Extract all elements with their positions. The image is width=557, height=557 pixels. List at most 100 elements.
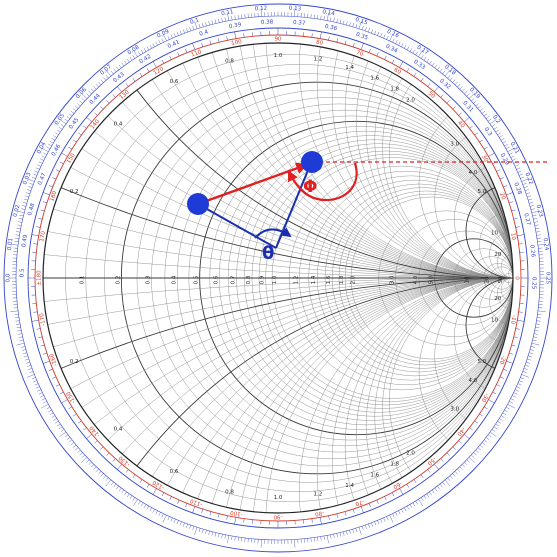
wavelength-tick — [466, 93, 470, 97]
wavelength-tick — [179, 521, 182, 526]
wavelength-tick — [41, 404, 49, 409]
wavelength-tick — [404, 507, 407, 512]
wavelength-tick — [198, 23, 201, 28]
reactance-label: 4.0 — [469, 170, 478, 176]
wavelength-tick — [423, 495, 427, 500]
wavelength-tick — [103, 475, 107, 479]
wavelength-tick — [530, 346, 535, 348]
wavelength-tick — [81, 93, 88, 99]
wavelength-tick — [211, 531, 214, 536]
wavelength-tick — [35, 386, 40, 389]
wavelength-tick — [244, 537, 246, 542]
angle-tick — [48, 368, 53, 371]
wavelength-tick — [53, 418, 57, 421]
angle-tick — [152, 488, 157, 495]
angle-tick — [479, 413, 483, 417]
wavelength-tick — [81, 98, 85, 102]
wavelength-tick — [72, 444, 77, 448]
angle-tick — [33, 311, 38, 313]
reactance-arc — [465, 183, 513, 279]
wavelength-tick — [201, 529, 204, 534]
wavelength-tick — [48, 409, 52, 413]
reactance-arc — [316, 277, 513, 513]
wavelength-tick — [522, 183, 527, 185]
wavelength-tick — [454, 81, 458, 85]
wavelength-tick — [349, 529, 351, 534]
wavelength-tick — [29, 183, 34, 185]
angle-tick — [518, 243, 523, 245]
wavelength-tick — [473, 100, 477, 104]
angle-tick — [43, 352, 47, 355]
angle-tick — [61, 152, 68, 157]
angle-tick — [86, 117, 93, 122]
angle-tick — [376, 499, 379, 504]
wavelength-tick — [93, 466, 97, 470]
reactance-arc — [454, 160, 513, 279]
wavelength-tick — [68, 439, 73, 443]
wavelength-tick — [512, 395, 516, 398]
reactance-arc — [497, 277, 513, 310]
wavelength-tick — [37, 164, 42, 167]
scale-label: 0.14 — [322, 9, 336, 17]
wavelength-tick — [126, 493, 130, 498]
wavelength-tick — [221, 534, 223, 538]
wavelength-tick — [18, 218, 23, 220]
wavelength-tick — [88, 461, 92, 466]
angle-tick — [336, 513, 338, 518]
angle-tick — [40, 344, 45, 347]
wavelength-tick — [389, 33, 394, 42]
wavelength-tick — [468, 457, 475, 463]
angle-tick — [83, 125, 87, 129]
angle-tick — [509, 201, 513, 204]
wavelength-tick — [374, 521, 377, 526]
wavelength-tick — [339, 19, 342, 24]
wavelength-tick — [386, 516, 389, 521]
wavelength-tick — [194, 21, 198, 29]
wavelength-tick — [51, 415, 56, 418]
wavelength-tick — [534, 224, 539, 226]
wavelength-tick — [64, 118, 69, 122]
wavelength-tick — [138, 500, 141, 505]
wavelength-tick — [21, 208, 26, 210]
angle-tick — [503, 368, 508, 371]
wavelength-tick — [41, 398, 46, 401]
reactance-arc — [299, 277, 513, 513]
scale-label: 100 — [231, 39, 243, 47]
reactance-label: 2.0 — [406, 451, 415, 457]
wavelength-tick — [19, 214, 24, 217]
wavelength-tick — [466, 459, 470, 463]
wavelength-tick — [59, 431, 67, 437]
wavelength-tick — [146, 505, 150, 510]
angle-tick — [234, 31, 237, 39]
reactance-label: 1.6 — [370, 473, 379, 479]
angle-tick — [328, 36, 330, 41]
scale-label: 0.03 — [22, 171, 32, 185]
wavelength-tick — [507, 147, 515, 152]
wavelength-tick — [46, 406, 51, 410]
wavelength-tick — [105, 479, 112, 487]
angle-tick — [496, 384, 501, 387]
reactance-label: 5.0 — [478, 359, 487, 365]
wavelength-tick — [158, 512, 161, 516]
wavelength-tick — [48, 143, 52, 147]
angle-tick — [73, 413, 77, 417]
wavelength-tick — [513, 392, 518, 395]
wavelength-tick — [514, 164, 519, 167]
wavelength-tick — [527, 195, 532, 198]
reactance-label: 1.6 — [370, 75, 379, 81]
angle-tick — [499, 376, 504, 379]
wavelength-tick — [124, 60, 127, 65]
angle-tick — [440, 458, 444, 462]
wavelength-tick — [167, 35, 170, 40]
wavelength-tick — [483, 113, 488, 117]
reactance-arc — [489, 277, 513, 326]
wavelength-tick — [183, 29, 185, 34]
wavelength-tick — [509, 401, 513, 404]
wavelength-tick — [522, 371, 527, 373]
angle-tick — [336, 38, 338, 43]
outer-scale-ring — [3, 3, 553, 553]
wavelength-tick — [514, 389, 519, 392]
wavelength-tick — [16, 231, 21, 233]
wavelength-tick — [95, 468, 99, 473]
angle-tick — [100, 446, 104, 450]
